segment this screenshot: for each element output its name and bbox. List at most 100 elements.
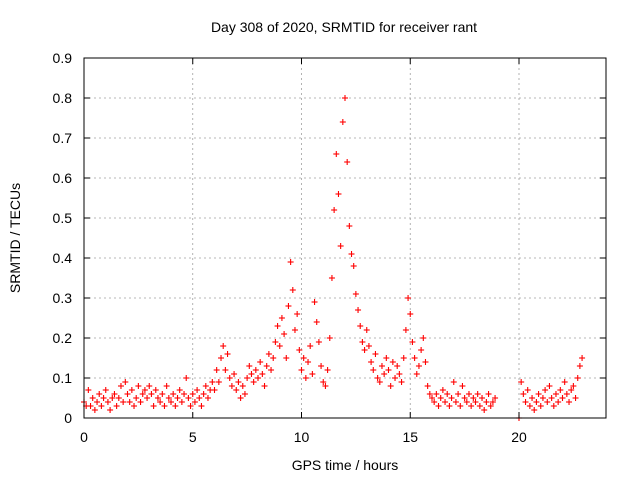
data-point xyxy=(150,403,157,409)
data-point xyxy=(285,303,292,309)
data-point xyxy=(276,343,283,349)
data-point xyxy=(305,359,312,365)
data-point xyxy=(174,395,181,401)
data-point xyxy=(546,383,553,389)
data-point xyxy=(326,335,333,341)
data-point xyxy=(526,403,533,409)
data-point xyxy=(115,395,122,401)
data-point xyxy=(107,407,114,413)
data-point xyxy=(274,323,281,329)
data-point xyxy=(300,355,307,361)
data-point xyxy=(270,355,277,361)
data-point xyxy=(394,363,401,369)
data-point xyxy=(479,395,486,401)
data-point xyxy=(161,403,168,409)
data-point xyxy=(224,351,231,357)
data-point xyxy=(218,355,225,361)
data-point xyxy=(418,347,425,353)
data-point xyxy=(470,395,477,401)
data-point xyxy=(446,403,453,409)
data-point xyxy=(548,395,555,401)
data-point xyxy=(320,379,327,385)
data-point xyxy=(96,391,103,397)
y-tick-label: 0.9 xyxy=(53,50,73,66)
data-point xyxy=(111,391,118,397)
data-point xyxy=(483,399,490,405)
data-point xyxy=(539,395,546,401)
data-point xyxy=(85,387,92,393)
data-point xyxy=(435,403,442,409)
data-point xyxy=(383,355,390,361)
y-tick-label: 0.1 xyxy=(53,370,73,386)
y-tick-label: 0.2 xyxy=(53,330,73,346)
data-point xyxy=(524,387,531,393)
data-point xyxy=(392,375,399,381)
data-point xyxy=(196,395,203,401)
data-point xyxy=(429,395,435,401)
data-point xyxy=(457,403,464,409)
data-point xyxy=(89,395,96,401)
data-point xyxy=(537,403,544,409)
data-point xyxy=(405,295,412,301)
y-tick-label: 0.5 xyxy=(53,210,73,226)
data-point xyxy=(344,159,351,165)
data-point xyxy=(231,371,238,377)
data-point xyxy=(570,383,577,389)
data-point xyxy=(311,299,318,305)
data-point xyxy=(228,383,235,389)
data-point xyxy=(281,331,288,337)
data-point xyxy=(294,311,301,317)
data-point xyxy=(109,395,116,401)
data-point xyxy=(154,395,161,401)
data-point xyxy=(289,287,296,293)
data-point xyxy=(117,383,124,389)
data-point xyxy=(209,379,216,385)
data-point xyxy=(144,395,151,401)
data-point xyxy=(335,191,342,197)
data-point xyxy=(241,391,248,397)
data-point xyxy=(261,383,268,389)
data-point xyxy=(272,339,279,345)
data-point xyxy=(259,371,266,377)
data-point xyxy=(387,383,394,389)
data-point xyxy=(315,339,322,345)
data-point xyxy=(170,391,177,397)
data-point xyxy=(265,351,272,357)
data-point xyxy=(442,399,449,405)
y-tick-label: 0.6 xyxy=(53,170,73,186)
data-point xyxy=(226,375,233,381)
data-point xyxy=(322,383,329,389)
x-tick-label: 20 xyxy=(511,429,527,445)
data-point xyxy=(455,391,462,397)
data-point xyxy=(535,391,542,397)
data-point xyxy=(424,383,431,389)
data-point xyxy=(400,355,407,361)
data-point xyxy=(531,407,538,413)
y-axis-ticks: 0 0.1 0.2 0.3 0.4 0.5 0.6 0.7 0.8 0.9 xyxy=(53,50,606,426)
data-point xyxy=(98,403,105,409)
data-point xyxy=(178,399,185,405)
data-point xyxy=(563,391,570,397)
data-point xyxy=(439,387,446,393)
data-point xyxy=(492,395,499,401)
data-point xyxy=(370,367,377,373)
data-point xyxy=(137,399,144,405)
data-point xyxy=(359,339,366,345)
data-point xyxy=(489,399,496,405)
x-tick-label: 5 xyxy=(189,429,197,445)
data-point xyxy=(448,395,455,401)
data-point xyxy=(250,379,257,385)
x-axis-ticks: 0 5 10 15 20 xyxy=(80,58,527,445)
data-point xyxy=(352,291,359,297)
data-point xyxy=(426,391,433,397)
plot-frame xyxy=(83,57,607,419)
data-point xyxy=(481,407,488,413)
data-point xyxy=(141,387,148,393)
data-point xyxy=(246,363,253,369)
data-point xyxy=(215,379,222,385)
data-point xyxy=(252,367,259,373)
data-point xyxy=(346,223,353,229)
data-point xyxy=(550,403,557,409)
data-point xyxy=(126,399,133,405)
